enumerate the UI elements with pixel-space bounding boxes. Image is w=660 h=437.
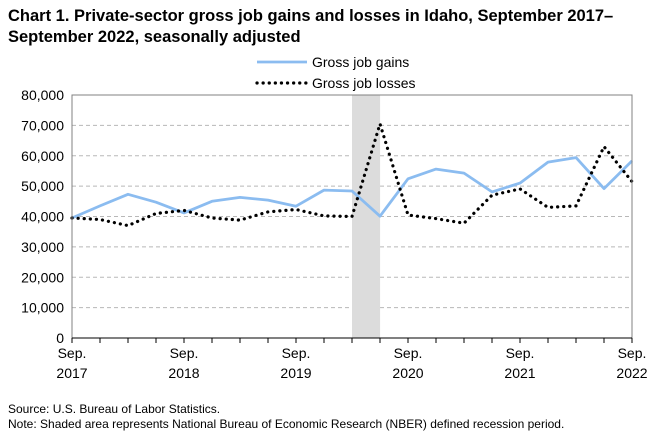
- y-tick-label: 60,000: [21, 148, 64, 164]
- axes: 0 10,000 20,000 30,000 40,000 50,000 60,000 70,…: [21, 87, 648, 381]
- y-tick-label: 10,000: [21, 300, 64, 316]
- x-tick-label: Sep. 2022: [616, 345, 647, 381]
- legend: Gross job gains Gross job losses: [255, 54, 415, 91]
- y-tick-label: 0: [56, 330, 64, 346]
- x-tick-label: Sep. 2019: [280, 345, 311, 381]
- source-note: Source: U.S. Bureau of Labor Statistics.: [8, 402, 221, 416]
- series-lines: [70, 122, 634, 228]
- x-tick-label: Sep. 2018: [168, 345, 199, 381]
- y-tick-label: 50,000: [21, 178, 64, 194]
- y-tick-label: 70,000: [21, 117, 64, 133]
- legend-label-gross-job-losses: Gross job losses: [312, 75, 415, 91]
- x-tick-label: Sep. 2021: [504, 345, 535, 381]
- y-tick-label: 80,000: [21, 87, 64, 103]
- y-tick-label: 40,000: [21, 209, 64, 225]
- recession-shading: [352, 95, 381, 338]
- y-tick-label: 30,000: [21, 239, 64, 255]
- y-tick-label: 20,000: [21, 269, 64, 285]
- x-tick-label: Sep. 2017: [56, 345, 87, 381]
- recession-note: Note: Shaded area represents National Bu…: [8, 417, 565, 431]
- chart-notes: Source: U.S. Bureau of Labor Statistics.…: [8, 402, 564, 432]
- x-tick-label: Sep. 2020: [392, 345, 423, 381]
- recession-bar: [352, 95, 381, 338]
- legend-label-gross-job-gains: Gross job gains: [312, 54, 409, 70]
- chart-title: Chart 1. Private-sector gross job gains …: [8, 7, 614, 46]
- series-line-gross-job-gains: [71, 156, 633, 220]
